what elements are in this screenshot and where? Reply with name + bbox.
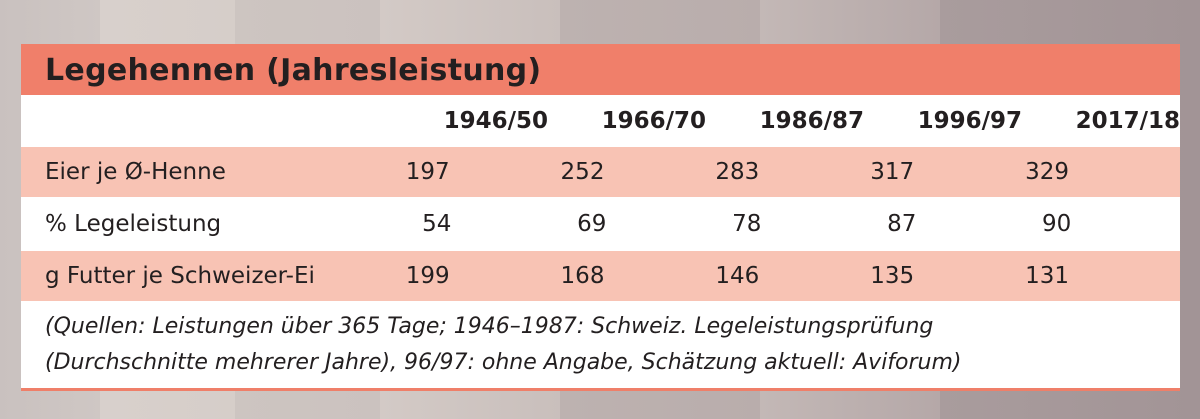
cell: 283 bbox=[715, 159, 760, 185]
cell: 168 bbox=[560, 263, 605, 289]
cell: 199 bbox=[405, 263, 450, 289]
row-label: % Legeleistung bbox=[45, 211, 222, 237]
cell: 69 bbox=[577, 211, 607, 237]
table-title: Legehennen (Jahresleistung) bbox=[21, 44, 1180, 95]
cell: 252 bbox=[560, 159, 605, 185]
cell: 87 bbox=[887, 211, 917, 237]
column-header: 1996/97 bbox=[917, 108, 1022, 134]
column-header: 2017/18 bbox=[1075, 108, 1180, 134]
column-header: 1946/50 bbox=[443, 108, 548, 134]
cell: 146 bbox=[715, 263, 760, 289]
header-row: 1946/50 1966/70 1986/87 1996/97 2017/18 bbox=[21, 95, 1180, 147]
data-table: Legehennen (Jahresleistung) 1946/50 1966… bbox=[21, 44, 1180, 391]
cell: 90 bbox=[1042, 211, 1072, 237]
footnote: (Quellen: Leistungen über 365 Tage; 1946… bbox=[21, 301, 1180, 381]
cell: 54 bbox=[422, 211, 452, 237]
table-row: Eier je Ø-Henne 197 252 283 317 329 bbox=[21, 147, 1180, 197]
footnote-line: (Durchschnitte mehrerer Jahre), 96/97: o… bbox=[45, 350, 962, 375]
cell: 131 bbox=[1025, 263, 1070, 289]
footnote-line: (Quellen: Leistungen über 365 Tage; 1946… bbox=[45, 314, 934, 339]
cell: 135 bbox=[870, 263, 915, 289]
column-header: 1986/87 bbox=[759, 108, 864, 134]
cell: 78 bbox=[732, 211, 762, 237]
row-label: g Futter je Schweizer-Ei bbox=[45, 263, 315, 289]
cell: 329 bbox=[1025, 159, 1070, 185]
table-row: g Futter je Schweizer-Ei 199 168 146 135… bbox=[21, 251, 1180, 301]
column-header: 1966/70 bbox=[601, 108, 706, 134]
cell: 197 bbox=[405, 159, 450, 185]
table-row: % Legeleistung 54 69 78 87 90 bbox=[21, 197, 1180, 251]
cell: 317 bbox=[870, 159, 915, 185]
row-label: Eier je Ø-Henne bbox=[45, 159, 226, 185]
